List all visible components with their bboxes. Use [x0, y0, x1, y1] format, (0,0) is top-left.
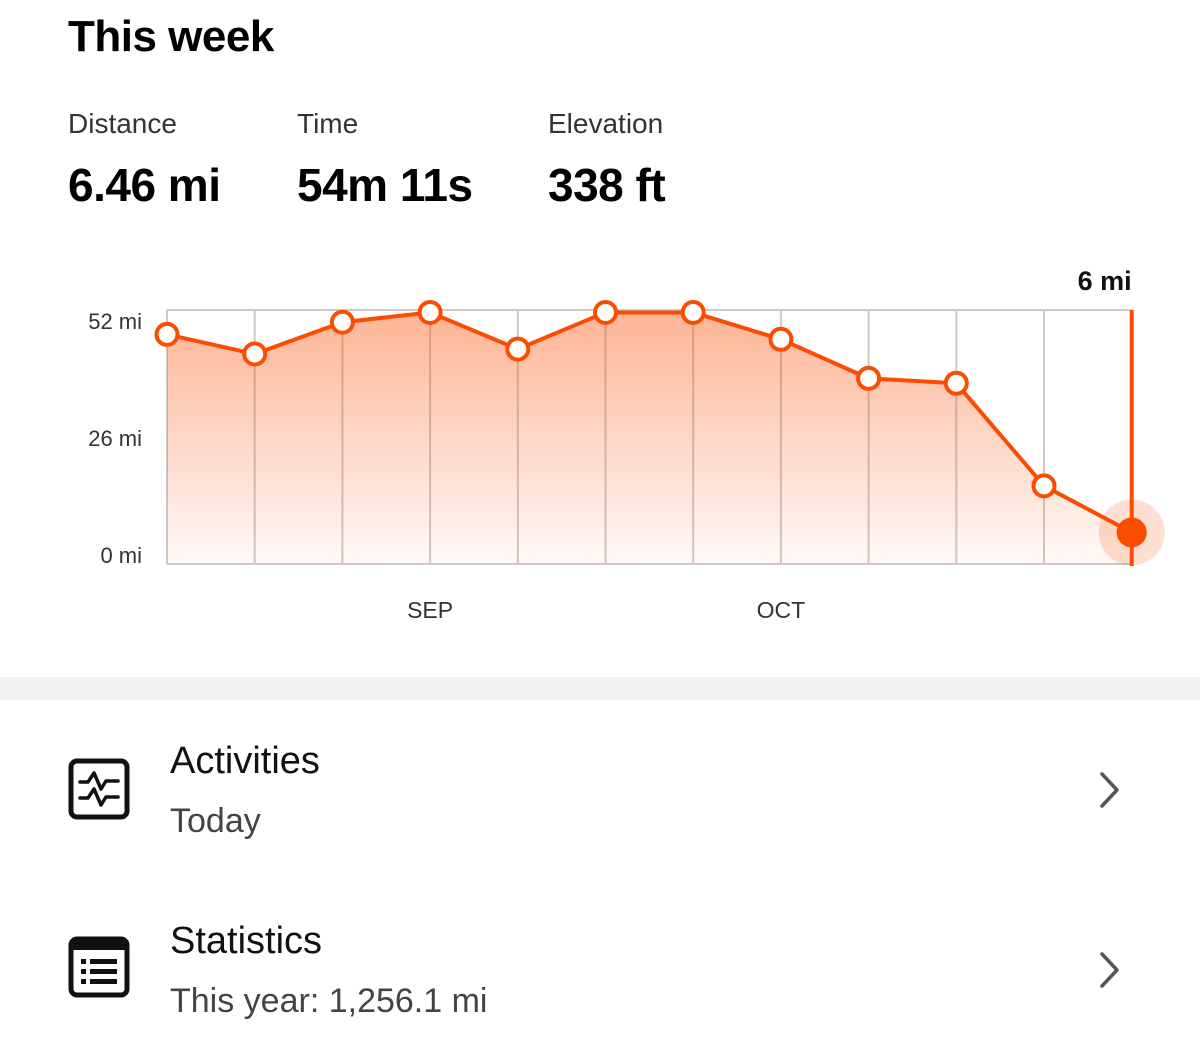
- x-month-label: SEP: [407, 597, 453, 623]
- stat-elevation: Elevation 338 ft: [548, 108, 666, 212]
- statistics-list-icon: [68, 936, 130, 998]
- data-point[interactable]: [505, 336, 531, 362]
- activities-row[interactable]: Activities Today: [0, 710, 1200, 870]
- distance-area: [167, 312, 1132, 564]
- data-point[interactable]: [768, 326, 794, 352]
- row-subtitle: Today: [170, 802, 261, 840]
- data-point[interactable]: [856, 365, 882, 391]
- statistics-row[interactable]: Statistics This year: 1,256.1 mi: [0, 890, 1200, 1050]
- x-month-label: OCT: [757, 597, 806, 623]
- stat-value: 54m 11s: [297, 159, 473, 211]
- weekly-distance-chart[interactable]: 52 mi 26 mi 0 mi 6 mi SEP OCT: [0, 250, 1200, 650]
- stat-label: Distance: [68, 108, 177, 139]
- data-point[interactable]: [680, 299, 706, 325]
- row-subtitle: This year: 1,256.1 mi: [170, 982, 488, 1020]
- data-point[interactable]: [1031, 473, 1057, 499]
- stat-distance: Distance 6.46 mi: [68, 108, 221, 212]
- data-points[interactable]: [154, 299, 1165, 566]
- stat-time: Time 54m 11s: [297, 108, 473, 212]
- section-divider: [0, 677, 1200, 700]
- distance-line: [166, 310, 1133, 535]
- activity-pulse-icon: [68, 758, 130, 820]
- y-tick-label: 52 mi: [88, 309, 142, 334]
- row-title: Statistics: [170, 920, 323, 962]
- page-title: This week: [68, 12, 274, 61]
- data-point[interactable]: [154, 321, 180, 347]
- row-title: Activities: [170, 740, 320, 782]
- data-point[interactable]: [242, 341, 268, 367]
- stat-value: 338 ft: [548, 159, 666, 211]
- stat-value: 6.46 mi: [68, 159, 221, 211]
- y-tick-label: 26 mi: [88, 426, 142, 451]
- selected-data-point[interactable]: [1116, 517, 1147, 548]
- y-tick-label: 0 mi: [100, 543, 142, 568]
- selected-week-label: 6 mi: [1078, 266, 1132, 296]
- data-point[interactable]: [593, 299, 618, 325]
- chevron-right-icon: [1100, 772, 1119, 808]
- chevron-right-icon: [1100, 952, 1119, 988]
- data-point[interactable]: [417, 299, 443, 325]
- stat-label: Elevation: [548, 108, 664, 139]
- data-point[interactable]: [943, 370, 969, 396]
- stat-label: Time: [297, 108, 359, 139]
- data-point[interactable]: [329, 309, 355, 335]
